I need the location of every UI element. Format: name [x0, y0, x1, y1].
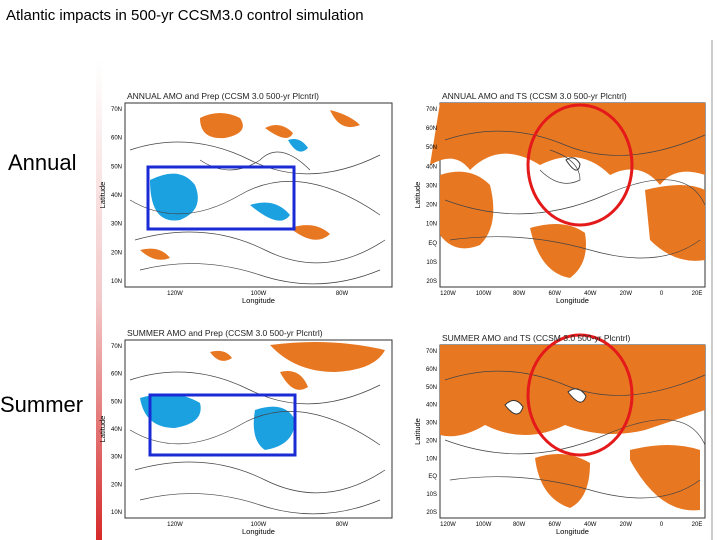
lat-tick-label: 70N: [426, 107, 437, 113]
lat-tick-label: 70N: [426, 349, 437, 355]
slide-title: Atlantic impacts in 500-yr CCSM3.0 contr…: [6, 7, 364, 24]
lon-tick-label: 80W: [336, 291, 349, 297]
lat-tick-label: 20N: [426, 203, 437, 209]
accent-stripe: [96, 60, 102, 540]
lon-tick-label: 100W: [476, 291, 492, 297]
lon-tick-label: 40W: [584, 291, 597, 297]
lon-tick-label: 100W: [251, 522, 267, 528]
panel-title: ANNUAL AMO and TS (CCSM 3.0 500-yr Plcnt…: [442, 91, 627, 101]
row-label: Annual: [8, 150, 77, 175]
lon-tick-label: 120W: [167, 291, 183, 297]
lon-tick-label: 60W: [549, 291, 562, 297]
lat-tick-label: 40N: [111, 193, 122, 199]
lon-tick-label: 0: [660, 291, 664, 297]
lat-tick-label: 50N: [111, 164, 122, 170]
lon-tick-label: 0: [660, 522, 664, 528]
lat-tick-label: 10N: [426, 222, 437, 228]
y-axis-label: Latitude: [98, 182, 107, 209]
lon-tick-label: 40W: [584, 522, 597, 528]
lon-tick-label: 120W: [167, 522, 183, 528]
lon-tick-label: 120W: [440, 522, 456, 528]
panel-title: ANNUAL AMO and Prep (CCSM 3.0 500-yr Plc…: [127, 91, 319, 101]
lat-tick-label: 10N: [426, 456, 437, 462]
lon-tick-label: 60W: [549, 522, 562, 528]
x-axis-label: Longitude: [556, 527, 589, 536]
lat-tick-label: 50N: [111, 399, 122, 405]
lat-tick-label: 40N: [426, 164, 437, 170]
lat-tick-label: 50N: [426, 385, 437, 391]
panel-title: SUMMER AMO and TS (CCSM 3.0 500-yr Plcnt…: [442, 333, 630, 343]
lat-tick-label: 30N: [426, 183, 437, 189]
lat-tick-label: 20S: [426, 510, 437, 516]
lon-tick-label: 80W: [513, 291, 526, 297]
lat-tick-label: 70N: [111, 107, 122, 113]
lat-tick-label: 70N: [111, 344, 122, 350]
y-axis-label: Latitude: [413, 418, 422, 445]
lat-tick-label: EQ: [428, 241, 437, 247]
lat-tick-label: 20N: [111, 482, 122, 488]
lat-tick-label: 40N: [426, 403, 437, 409]
lon-tick-label: 100W: [251, 291, 267, 297]
lat-tick-label: 60N: [426, 126, 437, 132]
lat-tick-label: EQ: [428, 474, 437, 480]
lat-tick-label: 30N: [426, 421, 437, 427]
lat-tick-label: 10N: [111, 510, 122, 516]
lat-tick-label: 10S: [426, 492, 437, 498]
map-annual-prep: [124, 102, 393, 288]
map-summer-prep: [124, 339, 393, 519]
y-axis-label: Latitude: [98, 416, 107, 443]
lon-tick-label: 20W: [620, 291, 633, 297]
lon-tick-label: 80W: [513, 522, 526, 528]
x-axis-label: Longitude: [242, 296, 275, 305]
lat-tick-label: 40N: [111, 427, 122, 433]
map-summer-ts: [439, 333, 706, 519]
lat-tick-label: 60N: [111, 136, 122, 142]
lon-tick-label: 80W: [336, 522, 349, 528]
panel-title: SUMMER AMO and Prep (CCSM 3.0 500-yr Plc…: [127, 328, 323, 338]
row-label: Summer: [0, 392, 83, 417]
lat-tick-label: 50N: [426, 145, 437, 151]
lat-tick-label: 30N: [111, 222, 122, 228]
lon-tick-label: 20E: [692, 291, 703, 297]
lat-tick-label: 30N: [111, 455, 122, 461]
lat-tick-label: 10N: [111, 279, 122, 285]
lon-tick-label: 20W: [620, 522, 633, 528]
lat-tick-label: 20N: [426, 438, 437, 444]
lat-tick-label: 60N: [426, 367, 437, 373]
map-annual-ts: [430, 102, 706, 288]
lat-tick-label: 10S: [426, 260, 437, 266]
x-axis-label: Longitude: [556, 296, 589, 305]
lat-tick-label: 60N: [111, 372, 122, 378]
lat-tick-label: 20N: [111, 250, 122, 256]
x-axis-label: Longitude: [242, 527, 275, 536]
y-axis-label: Latitude: [413, 182, 422, 209]
lon-tick-label: 120W: [440, 291, 456, 297]
lon-tick-label: 100W: [476, 522, 492, 528]
lon-tick-label: 20E: [692, 522, 703, 528]
lat-tick-label: 20S: [426, 279, 437, 285]
